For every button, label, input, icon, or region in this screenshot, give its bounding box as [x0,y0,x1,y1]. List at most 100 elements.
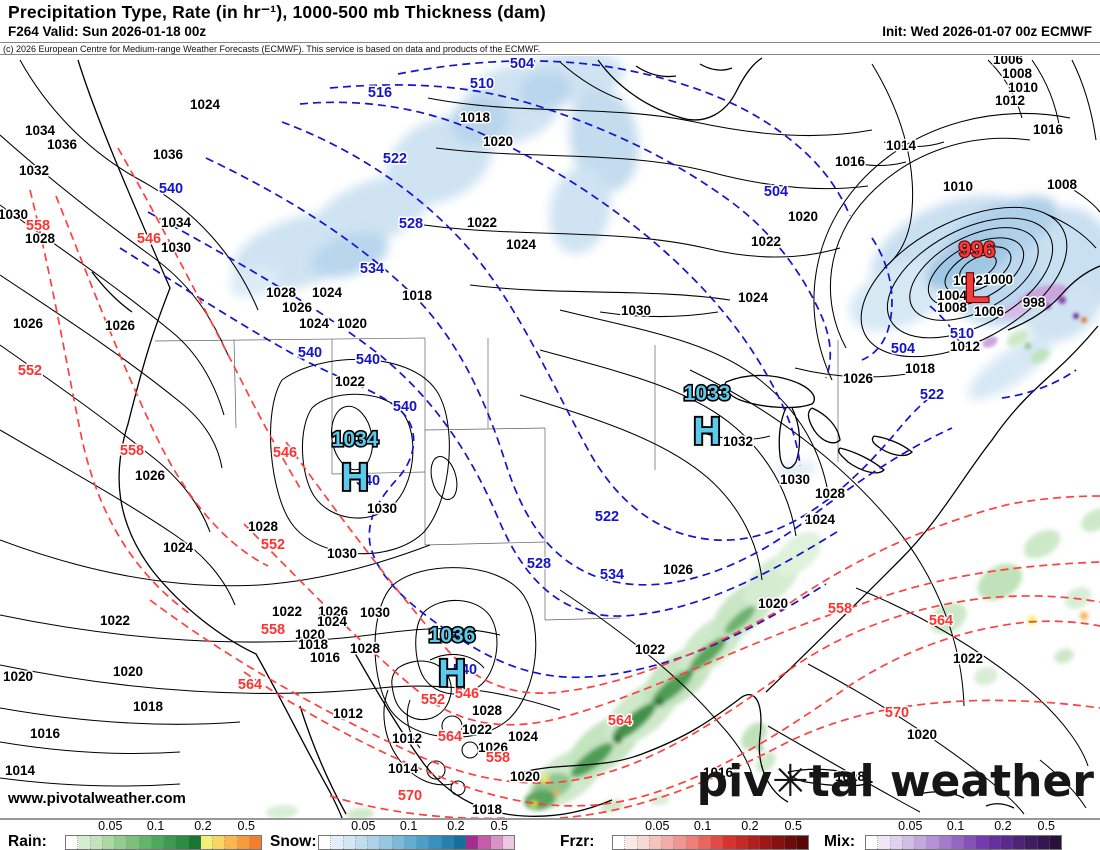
website-link[interactable]: www.pivotalweather.com [6,790,188,807]
legend-color-cell [625,836,638,849]
contour-label: 1020 [907,727,937,742]
contour-label: 546 [455,686,479,702]
contour-label: 1020 [3,669,33,684]
contour-label: 1030 [360,605,390,620]
contour-label: 1020 [113,664,143,679]
contour-label: 540 [356,352,380,368]
contour-label: 1028 [266,285,297,300]
contour-label: 1030 [0,207,28,222]
contour-label: 1022 [335,374,365,389]
legend-color-cell [613,836,626,849]
legend-color-cell [453,836,466,849]
contour-label: 504 [510,56,534,72]
contour-label: 534 [360,261,384,277]
contour-label: 1016 [1033,122,1064,137]
contour-label: 1024 [508,729,539,744]
contour-label: 1014 [388,761,419,776]
map-area: 1024 1034 1036 1032 1030 1028 1036 1034 1030 1018… [0,56,1100,818]
contour-label: 564 [608,713,632,729]
legend-color-cell [368,836,381,849]
legend-color-cell [723,836,736,849]
legend-label-rain: Rain: [8,833,47,850]
legend-color-cell [490,836,503,849]
contour-label: 1020 [483,134,513,149]
contour-label: 546 [137,231,161,247]
contour-label: 1024 [805,512,836,527]
contour-label: 540 [393,399,417,415]
legend-color-cell [417,836,430,849]
legend-color-cell [784,836,797,849]
contour-label: 540 [356,473,380,489]
contour-label: 1012 [392,731,422,746]
contour-label: 1030 [780,472,810,487]
contour-label: 1032 [723,434,753,449]
legend-color-cell [747,836,760,849]
contour-label: 1014 [5,763,36,778]
legend-color-cell [404,836,417,849]
contour-label: 522 [595,509,619,525]
contour-label: 1024 [163,540,194,555]
thickness-labels-warm: 558 546 552 558 546 552 558 564 546 552 564 558 570 5… [16,217,954,806]
legend-color-cell [890,836,903,849]
legend-color-cell [686,836,699,849]
legend-color-cell [200,836,213,849]
legend-tick: 0.2 [994,819,1012,833]
legend-color-cell [355,836,368,849]
legend-color-cell [164,836,177,849]
contour-label: 1024 [312,285,343,300]
contour-label: 1034 [25,123,56,138]
legend-label-mix: Mix: [824,833,855,850]
isobar-contours [0,59,1100,815]
contour-label: 570 [885,705,909,721]
legend-color-cell [213,836,226,849]
contour-label: 1008 [937,300,968,315]
contour-label: 1030 [161,240,191,255]
legend-color-cell [964,836,977,849]
contour-label: 552 [421,692,445,708]
contour-label: 1022 [635,642,665,657]
legend-color-cell [78,836,91,849]
legend-color-cell [176,836,189,849]
contour-label: 1004 [937,288,968,303]
contour-label: 1026 [318,604,349,619]
contour-label: 1020 [510,769,540,784]
contour-label: 1024 [317,614,348,629]
contour-label: 1018 [133,699,164,714]
legend-color-cell [331,836,344,849]
legend-color-cell [1037,836,1050,849]
legend-tick: 0.1 [946,819,965,833]
contour-label: 516 [368,85,392,101]
contour-label: 1000 [983,272,1013,287]
contour-label: 540 [159,181,183,197]
contour-label: 1012 [333,706,363,721]
contour-label: 1020 [758,596,788,611]
legend-color-cell [878,836,891,849]
contour-label: 1018 [402,288,433,303]
legend-color-cell [429,836,442,849]
contour-label: 510 [470,76,494,92]
legend-color-cell [127,836,140,849]
legend-tick: 0.1 [399,819,418,833]
legend-color-cell [380,836,393,849]
state-borders [154,337,839,621]
contour-label: 1030 [327,546,357,561]
page-title: Precipitation Type, Rate (in hr⁻¹), 1000… [8,2,546,22]
legend-color-cell [662,836,675,849]
contour-label: 1010 [943,179,973,194]
legend-color-cell [939,836,952,849]
contour-label: 534 [600,567,624,583]
contour-label: 1036 [153,147,184,162]
contour-label: 558 [828,601,852,617]
legend-tick: 0.05 [98,819,123,833]
thickness-labels-cold: 504 510 516 522 528 534 540 504 540 540 540 540 522 5… [157,56,975,680]
legend-tick: 0.05 [351,819,376,833]
contour-label: 1022 [467,215,497,230]
legend-color-cell [1000,836,1013,849]
contour-label: 552 [261,537,285,553]
legend-tick: 0.5 [490,819,508,833]
legend-color-cell [392,836,405,849]
map-svg[interactable]: 1024103410361032103010281036103410301018… [0,56,1100,818]
contour-label: 522 [920,387,944,403]
legend-color-cell [637,836,650,849]
